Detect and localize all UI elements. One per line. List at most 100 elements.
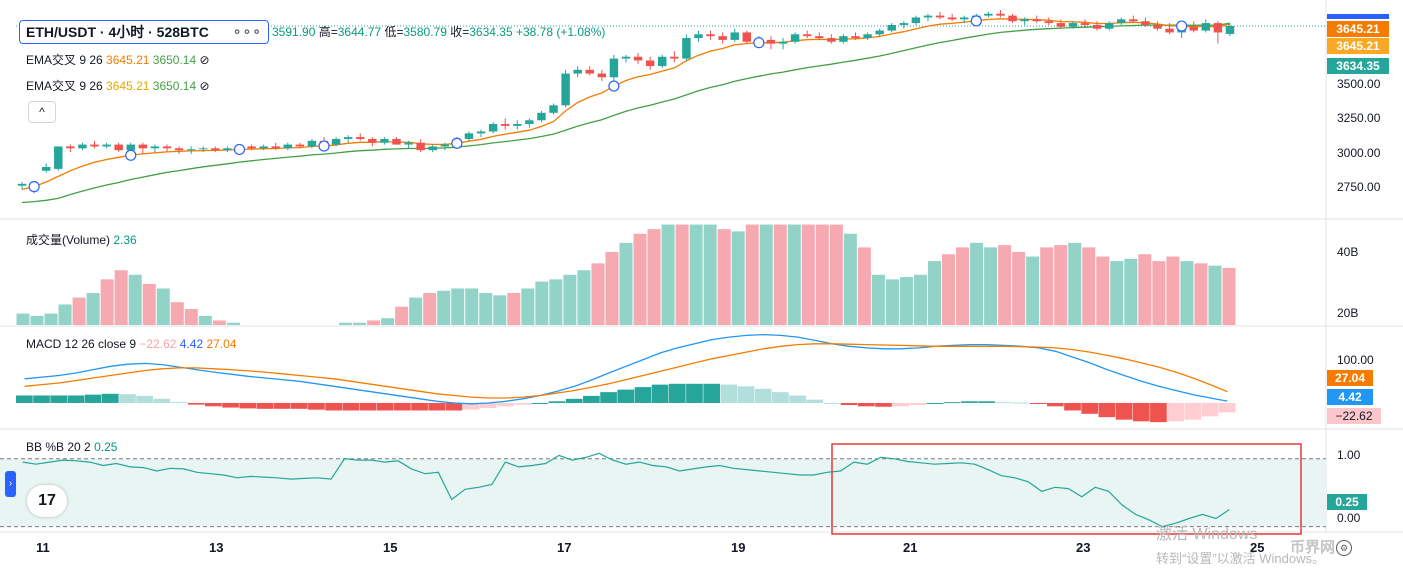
price-tick: 3250.00 bbox=[1337, 111, 1381, 125]
candle-body bbox=[935, 15, 945, 18]
candle-body bbox=[404, 142, 413, 145]
volume-bar bbox=[956, 247, 970, 325]
tradingview-logo[interactable]: 17 bbox=[27, 485, 67, 517]
macd-line-tag: 4.42 bbox=[1327, 389, 1373, 405]
bb-name: BB %B 20 2 bbox=[26, 440, 91, 454]
ema-name: EMA交叉 9 26 bbox=[26, 79, 103, 93]
more-icon[interactable]: ∘∘∘ bbox=[232, 23, 262, 39]
macd-signal-tag: 27.04 bbox=[1327, 370, 1373, 386]
candle-body bbox=[162, 146, 172, 149]
volume-bar bbox=[633, 233, 647, 325]
ema-cross-marker bbox=[1176, 20, 1188, 32]
bb-legend[interactable]: BB %B 20 2 0.25 bbox=[26, 440, 117, 455]
candle-body bbox=[549, 105, 558, 113]
volume-bar bbox=[1026, 256, 1040, 325]
ema-legend-2[interactable]: EMA交叉 9 26 3645.21 3650.14 ⊘ bbox=[26, 79, 210, 94]
macd-histogram-bar bbox=[789, 395, 806, 403]
candle-body bbox=[307, 140, 317, 147]
volume-bar bbox=[801, 224, 815, 325]
candle-body bbox=[730, 32, 739, 40]
candle-body bbox=[887, 24, 896, 31]
hide-icon[interactable]: ⊘ bbox=[199, 53, 210, 67]
time-tick: 15 bbox=[383, 540, 398, 555]
volume-bar bbox=[212, 320, 226, 325]
volume-name: 成交量(Volume) bbox=[26, 233, 111, 247]
volume-bar bbox=[1208, 265, 1222, 325]
candle-body bbox=[1225, 26, 1235, 34]
bb-band-fill bbox=[0, 458, 1326, 527]
volume-bar bbox=[998, 245, 1012, 325]
collapse-legend-button[interactable]: ^ bbox=[28, 101, 56, 123]
macd-histogram-bar bbox=[256, 402, 274, 409]
macd-legend[interactable]: MACD 12 26 close 9 −22.62 4.42 27.04 bbox=[26, 337, 237, 352]
symbol-title-text: ETH/USDT · 4小时 · 528BTC bbox=[26, 24, 209, 40]
settings-icon[interactable]: ⚙ bbox=[1336, 540, 1352, 556]
candle-body bbox=[525, 120, 534, 125]
candle-body bbox=[959, 17, 969, 20]
macd-histogram-bar bbox=[1218, 402, 1236, 413]
volume-bar bbox=[927, 261, 942, 325]
bb-percent-b-line bbox=[22, 452, 1230, 528]
macd-signal-line bbox=[24, 343, 1228, 399]
volume-bar bbox=[843, 233, 857, 325]
bb-value: 0.25 bbox=[94, 440, 118, 454]
macd-histogram-bar bbox=[720, 384, 738, 403]
volume-bar bbox=[787, 224, 801, 325]
candle-body bbox=[90, 144, 99, 147]
macd-histogram-bar bbox=[548, 401, 566, 403]
macd-histogram-bar bbox=[84, 394, 102, 403]
candle-body bbox=[199, 148, 208, 150]
candle-body bbox=[1153, 24, 1162, 29]
candle-body bbox=[488, 124, 498, 132]
candle-body bbox=[17, 183, 27, 186]
candle-body bbox=[573, 69, 582, 74]
low-value: 3580.79 bbox=[403, 25, 447, 39]
candle-body bbox=[766, 39, 776, 44]
price-axis-marker bbox=[1327, 14, 1389, 19]
candle-body bbox=[259, 146, 268, 149]
ema-fast-value: 3645.21 bbox=[106, 79, 150, 93]
volume-bar bbox=[549, 279, 563, 325]
expand-panel-icon[interactable]: › bbox=[5, 471, 16, 497]
volume-bar bbox=[535, 281, 549, 325]
symbol-title[interactable]: ETH/USDT · 4小时 · 528BTC ∘∘∘ bbox=[19, 20, 269, 44]
macd-histogram-bar bbox=[737, 386, 755, 403]
volume-bar bbox=[507, 293, 521, 325]
volume-bar bbox=[1054, 245, 1068, 325]
candle-body bbox=[150, 146, 160, 149]
candle-body bbox=[1189, 26, 1198, 31]
macd-histogram-bar bbox=[823, 402, 841, 404]
candle-body bbox=[440, 144, 450, 147]
macd-histogram-bar bbox=[50, 395, 68, 403]
candle-body bbox=[863, 34, 872, 39]
volume-legend[interactable]: 成交量(Volume) 2.36 bbox=[26, 233, 137, 248]
volume-bar bbox=[381, 318, 395, 325]
candle-body bbox=[392, 138, 401, 145]
ema-cross-marker bbox=[233, 143, 246, 156]
hide-icon[interactable]: ⊘ bbox=[199, 79, 210, 93]
macd-histogram-bar bbox=[926, 402, 944, 404]
volume-bar bbox=[367, 320, 381, 325]
high-label: 高= bbox=[318, 25, 338, 39]
volume-bar bbox=[1152, 261, 1166, 325]
volume-tick: 40B bbox=[1337, 245, 1359, 259]
candle-body bbox=[682, 38, 691, 59]
ema-name: EMA交叉 9 26 bbox=[26, 53, 103, 67]
macd-histogram-bar bbox=[703, 383, 721, 403]
brand-watermark: 币界网 bbox=[1290, 539, 1336, 556]
macd-histogram-bar bbox=[651, 384, 669, 403]
ema-legend-1[interactable]: EMA交叉 9 26 3645.21 3650.14 ⊘ bbox=[26, 53, 210, 68]
macd-histogram-bar bbox=[342, 402, 360, 411]
candle-body bbox=[802, 34, 812, 37]
candle-body bbox=[428, 146, 437, 151]
macd-histogram-bar bbox=[1098, 402, 1116, 418]
volume-bar bbox=[913, 274, 927, 325]
candle-body bbox=[1068, 23, 1078, 27]
volume-bar bbox=[1012, 251, 1026, 325]
candle-body bbox=[380, 138, 389, 143]
ema-slow-value: 3650.14 bbox=[152, 53, 197, 67]
volume-bar bbox=[871, 274, 885, 325]
macd-histogram-bar bbox=[514, 402, 531, 405]
macd-histogram-bar bbox=[995, 402, 1013, 404]
